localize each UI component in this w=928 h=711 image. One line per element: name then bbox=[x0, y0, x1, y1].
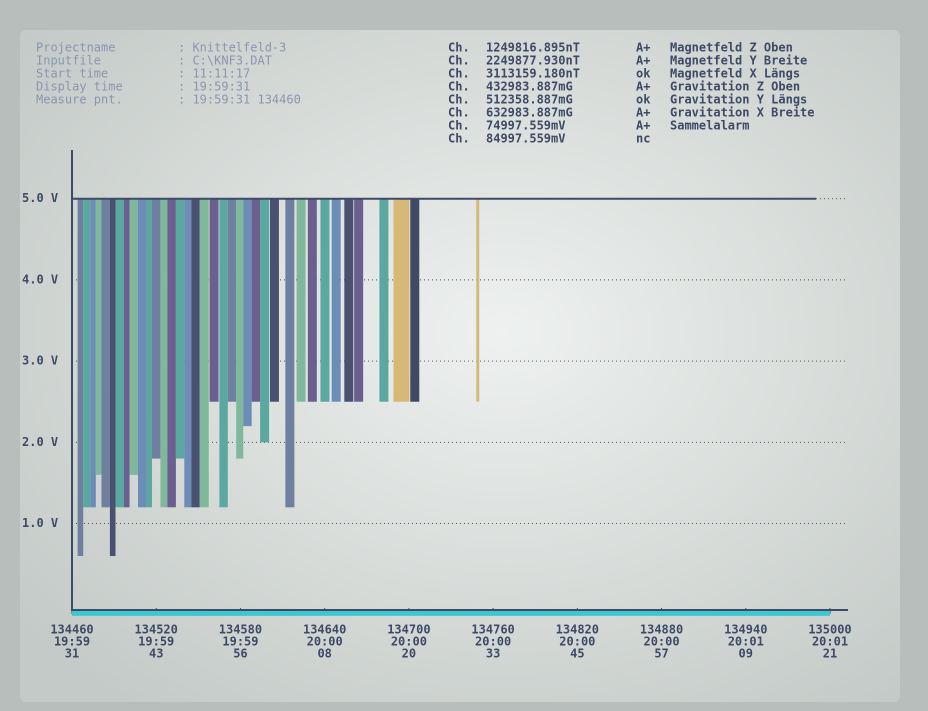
spike bbox=[400, 199, 409, 402]
y-tick-label: 2.0 V bbox=[22, 435, 58, 449]
y-tick-label: 3.0 V bbox=[22, 354, 58, 368]
field-label: Projectname bbox=[36, 41, 115, 55]
spike bbox=[138, 199, 146, 508]
spike bbox=[252, 199, 260, 402]
spike bbox=[332, 199, 341, 402]
channel-reading: 1249816.895nT bbox=[486, 41, 580, 55]
spike bbox=[260, 199, 269, 443]
channel-status: A+ bbox=[636, 119, 650, 133]
field-label: Display time bbox=[36, 80, 123, 94]
spike bbox=[160, 199, 167, 508]
spike bbox=[354, 199, 363, 402]
spike bbox=[228, 199, 236, 402]
channel-reading: 3113159.180nT bbox=[486, 67, 580, 81]
channel-prefix: Ch. bbox=[448, 119, 470, 133]
spike bbox=[146, 199, 152, 508]
spike bbox=[83, 199, 90, 508]
channel-prefix: Ch. bbox=[448, 41, 470, 55]
channel-status: A+ bbox=[636, 80, 650, 94]
spike bbox=[152, 199, 160, 459]
x-tick-label: 56 bbox=[233, 647, 247, 661]
channel-reading: 84997.559mV bbox=[486, 132, 565, 146]
field-label: Inputfile bbox=[36, 54, 101, 68]
x-tick-label: 57 bbox=[654, 647, 668, 661]
y-tick-label: 1.0 V bbox=[22, 516, 58, 530]
x-tick-label: 43 bbox=[149, 647, 163, 661]
spike bbox=[184, 199, 191, 508]
x-tick-label: 20 bbox=[402, 647, 416, 661]
spike bbox=[270, 199, 279, 402]
x-tick-label: 31 bbox=[65, 647, 79, 661]
x-tick-label: 09 bbox=[739, 647, 753, 661]
channel-status: A+ bbox=[636, 41, 650, 55]
x-tick-label: 08 bbox=[317, 647, 331, 661]
x-tick-label: 45 bbox=[570, 647, 584, 661]
spike bbox=[167, 199, 175, 508]
spike bbox=[236, 199, 243, 459]
field-value: : 19:59:31 bbox=[178, 80, 250, 94]
channel-name: Magnetfeld Z Oben bbox=[670, 41, 793, 55]
channel-reading: 2249877.930nT bbox=[486, 54, 580, 68]
channel-prefix: Ch. bbox=[448, 67, 470, 81]
spike bbox=[176, 199, 184, 459]
spike bbox=[130, 199, 138, 475]
channel-name: Gravitation X Breite bbox=[670, 106, 815, 120]
spike bbox=[96, 199, 102, 475]
spike bbox=[191, 199, 199, 508]
spike bbox=[78, 199, 84, 556]
channel-prefix: Ch. bbox=[448, 80, 470, 94]
field-label: Measure pnt. bbox=[36, 93, 123, 107]
photo-frame: Projectname : Knittelfeld-3 Inputfile : C:\… bbox=[0, 0, 928, 711]
lcd-screen: Projectname : Knittelfeld-3 Inputfile : C:\… bbox=[0, 0, 928, 711]
spike bbox=[110, 199, 116, 556]
spike bbox=[200, 199, 209, 508]
spike bbox=[410, 199, 419, 402]
x-tick-label: 21 bbox=[823, 647, 837, 661]
channel-reading: 632983.887mG bbox=[486, 106, 573, 120]
channel-reading: 432983.887mG bbox=[486, 80, 573, 94]
channel-name: Sammelalarm bbox=[670, 119, 749, 133]
channel-name: Magnetfeld X Längs bbox=[670, 67, 800, 81]
channel-prefix: Ch. bbox=[448, 106, 470, 120]
spike bbox=[101, 199, 109, 508]
spike bbox=[210, 199, 219, 402]
spike bbox=[476, 199, 479, 402]
channel-status: A+ bbox=[636, 106, 650, 120]
field-value: : C:\KNF3.DAT bbox=[178, 54, 272, 68]
field-value: : Knittelfeld-3 bbox=[178, 41, 286, 55]
spike bbox=[116, 199, 124, 508]
spike bbox=[297, 199, 306, 402]
x-tick-label: 33 bbox=[486, 647, 500, 661]
channel-reading: 512358.887mG bbox=[486, 93, 573, 107]
y-tick-label: 4.0 V bbox=[22, 272, 58, 286]
spike bbox=[320, 199, 329, 402]
channel-prefix: Ch. bbox=[448, 93, 470, 107]
channel-name: Gravitation Z Oben bbox=[670, 80, 800, 94]
spike bbox=[308, 199, 317, 402]
spike bbox=[344, 199, 353, 402]
channel-prefix: Ch. bbox=[448, 54, 470, 68]
channel-status: A+ bbox=[636, 54, 650, 68]
spike bbox=[90, 199, 96, 508]
channel-status: ok bbox=[636, 93, 651, 107]
channel-reading: 74997.559mV bbox=[486, 119, 565, 133]
channel-status: nc bbox=[636, 132, 650, 146]
channel-status: ok bbox=[636, 67, 651, 81]
spike bbox=[285, 199, 294, 508]
spike bbox=[243, 199, 251, 426]
y-tick-label: 5.0 V bbox=[22, 191, 58, 205]
spike bbox=[219, 199, 227, 508]
spike bbox=[393, 199, 400, 402]
channel-prefix: Ch. bbox=[448, 132, 470, 146]
spike bbox=[379, 199, 388, 402]
spike bbox=[124, 199, 130, 508]
field-value: : 11:11:17 bbox=[178, 67, 250, 81]
field-label: Start time bbox=[36, 67, 108, 81]
channel-name: Magnetfeld Y Breite bbox=[670, 54, 807, 68]
channel-name: Gravitation Y Längs bbox=[670, 93, 807, 107]
field-value: : 19:59:31 134460 bbox=[178, 93, 301, 107]
